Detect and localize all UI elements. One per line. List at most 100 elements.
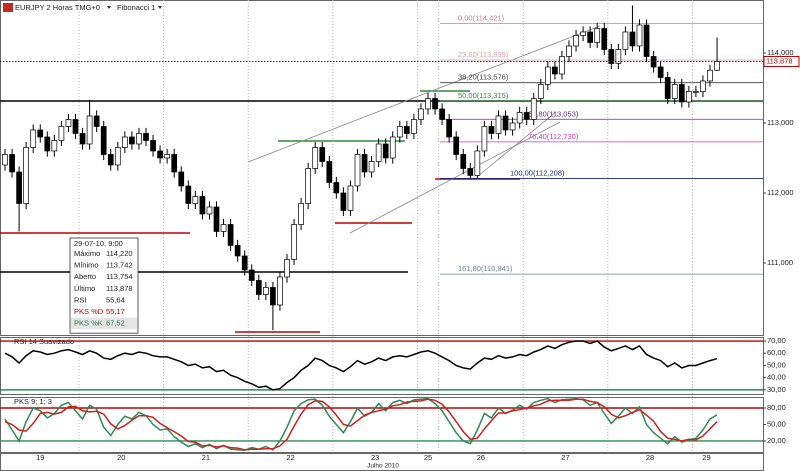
fibonacci-label: 38,20(113,576) [458, 73, 509, 82]
candle-body [446, 119, 452, 138]
candle-body [382, 143, 389, 159]
candle-body [587, 31, 594, 43]
info-label: PKS %D [74, 307, 104, 316]
last-price-label: 113,878 [766, 57, 793, 66]
candle-body [263, 287, 269, 295]
candle-body [636, 24, 643, 47]
candle-body [657, 66, 664, 78]
candle-body [523, 112, 530, 120]
candle-body [418, 108, 424, 120]
candle-body [573, 35, 579, 47]
candle-body [714, 61, 720, 71]
candle-body [608, 49, 615, 64]
series-line [4, 398, 718, 451]
candle-body [129, 136, 135, 145]
candle-body [425, 98, 431, 110]
candle-body [389, 136, 396, 159]
candle-body [375, 143, 382, 162]
candle-body [530, 98, 537, 120]
candle-body [615, 49, 622, 64]
y-tick-label: 112,000 [767, 188, 794, 197]
candle-body [326, 161, 333, 183]
candle-body [509, 122, 516, 131]
info-value: 55,64 [106, 295, 125, 304]
info-label: Mínimo [74, 261, 99, 270]
x-tick-label: 23 [371, 453, 379, 462]
candle-body [707, 69, 713, 82]
fibonacci-label: 61,80(113,053) [528, 109, 579, 118]
candle-body [305, 168, 311, 204]
candle-body [185, 185, 192, 204]
x-tick-label: 19 [36, 453, 44, 462]
info-label: RSI [74, 295, 87, 304]
candle-body [30, 129, 37, 148]
candle-body [93, 115, 100, 127]
candle-body [206, 206, 213, 215]
candle-body [2, 154, 8, 166]
candle-body [9, 154, 15, 173]
candle-body [164, 154, 170, 159]
candle-body [340, 192, 347, 211]
candle-body [298, 203, 304, 225]
x-tick-label: 22 [286, 453, 294, 462]
candle-body [227, 224, 234, 246]
candle-body [516, 112, 523, 124]
x-tick-label: 27 [561, 453, 569, 462]
candle-body [136, 133, 142, 145]
candle-body [114, 147, 121, 166]
candle-body [566, 45, 572, 57]
x-tick-label: 28 [646, 453, 654, 462]
candle-body [678, 84, 685, 103]
x-tick-label: 21 [202, 453, 210, 462]
candle-body [107, 154, 114, 166]
candle-body [404, 126, 410, 134]
panel-frames [0, 0, 764, 471]
y-tick-label: 20,00 [767, 436, 786, 445]
header: EURJPY 2 Horas TMG+0 Fibonacci 1 [3, 3, 162, 12]
candle-body [277, 276, 283, 306]
info-box-title: 29-07-10, 9:00 [74, 239, 123, 248]
x-tick-label: 29 [702, 453, 710, 462]
y-tick-label: 60,00 [767, 348, 786, 357]
info-value: 55,17 [106, 307, 125, 316]
study: Fibonacci 1 [117, 3, 155, 12]
candle-body [319, 147, 326, 162]
candle-body [150, 140, 156, 152]
rsi-panel [0, 337, 764, 395]
candle-body [580, 31, 586, 36]
pks-panel [0, 397, 764, 453]
candle-body [481, 126, 488, 152]
fibonacci-label: 23,60(113,899) [458, 50, 509, 59]
candle-body [44, 136, 51, 152]
candle-body [396, 126, 403, 138]
candle-body [594, 28, 601, 43]
info-value: 67,52 [106, 319, 125, 328]
candle-body [58, 126, 65, 141]
candle-body [171, 154, 178, 173]
candle-body [333, 182, 340, 194]
info-value: 114,220 [106, 249, 133, 258]
candle-body [629, 31, 636, 47]
dropdown-icon[interactable] [107, 6, 111, 9]
candle-body [354, 154, 361, 187]
y-tick-label: 70,00 [767, 336, 786, 345]
candle-body [643, 24, 650, 57]
info-value: 113,878 [106, 284, 133, 293]
candle-body [16, 171, 22, 204]
candle-body [220, 224, 227, 232]
info-box-frame [69, 237, 139, 334]
candle-body [234, 245, 241, 257]
candle-body [143, 133, 149, 141]
candle-body [453, 136, 460, 155]
trend-line [477, 111, 557, 177]
fibonacci-label: 0,00(114,421) [458, 14, 505, 23]
candle-body [502, 115, 509, 131]
y-tick-label: 50,00 [767, 360, 786, 369]
candle-body [544, 66, 551, 85]
dropdown-icon[interactable] [158, 6, 162, 9]
candle-body [157, 150, 163, 159]
candle-body [700, 80, 706, 92]
candle-body [439, 108, 445, 120]
candle-body [368, 161, 375, 173]
candle-body [347, 185, 354, 211]
